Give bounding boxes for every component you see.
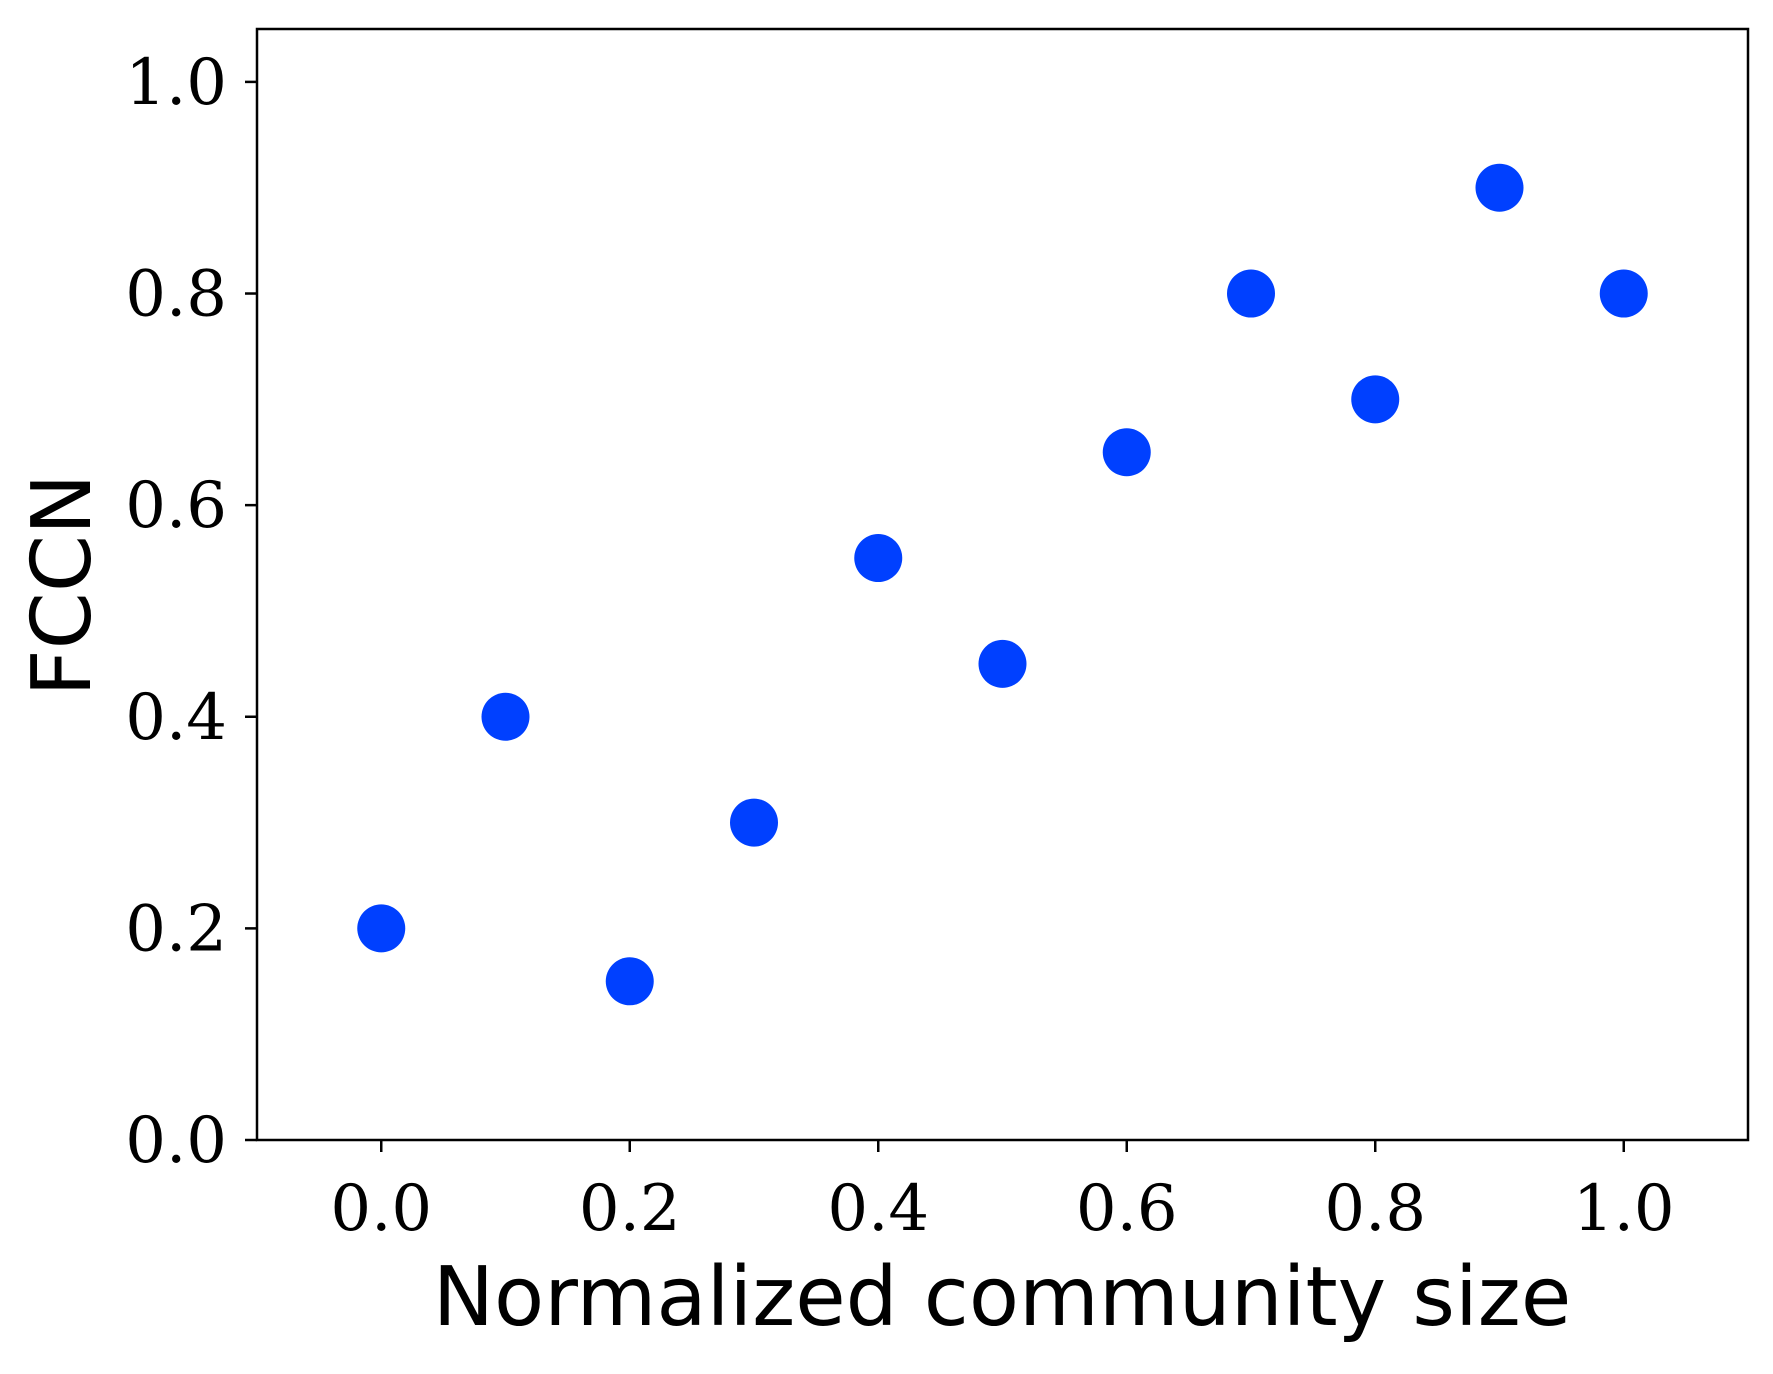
axes-frame (255, 27, 1750, 1142)
x-tick-label: 0.6 (1076, 1172, 1178, 1246)
data-point (730, 798, 778, 847)
data-point (978, 639, 1027, 688)
x-tick-label: 0.4 (827, 1172, 929, 1246)
y-tick-label: 0.8 (125, 258, 227, 332)
y-tick-label: 0.4 (125, 681, 227, 755)
data-point (1227, 269, 1275, 318)
data-point (854, 534, 903, 583)
x-tick-label: 1.0 (1573, 1172, 1675, 1246)
y-axis-label: FCCN (15, 473, 110, 696)
y-tick-label: 1.0 (125, 46, 227, 120)
x-tick-label: 0.8 (1324, 1172, 1426, 1246)
x-tick-label: 0.0 (330, 1172, 432, 1246)
y-axis-ticks: 0.0 0.2 0.4 0.6 0.8 1.0 (125, 46, 257, 1178)
y-tick-label: 0.6 (125, 469, 227, 543)
data-point (1102, 428, 1151, 477)
data-point (481, 692, 530, 741)
data-point (1599, 269, 1648, 318)
x-tick-label: 0.2 (579, 1172, 681, 1246)
data-point (1475, 163, 1524, 212)
data-point (1351, 375, 1400, 424)
x-axis-label: Normalized community size (433, 1250, 1572, 1345)
x-axis-ticks: 0.0 0.2 0.4 0.6 0.8 1.0 (330, 1140, 1675, 1246)
data-points (357, 163, 1648, 1006)
y-tick-label: 0.2 (125, 892, 227, 966)
data-point (357, 904, 406, 953)
y-tick-label: 0.0 (125, 1104, 227, 1178)
data-point (605, 957, 654, 1006)
